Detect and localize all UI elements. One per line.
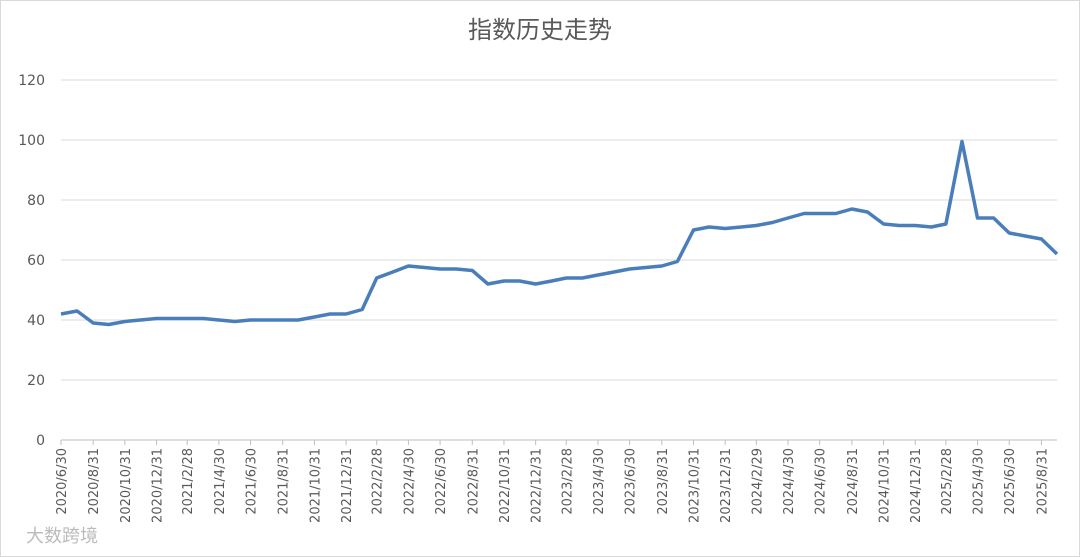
x-tick-label: 2020/12/31: [151, 448, 166, 523]
y-tick-label: 40: [27, 313, 45, 329]
x-tick-label: 2021/2/28: [181, 448, 196, 515]
chart-title: 指数历史走势: [468, 16, 612, 44]
x-tick-label: 2023/2/28: [560, 448, 575, 515]
x-tick-label: 2022/4/30: [402, 448, 417, 515]
x-tick-label: 2024/4/30: [782, 448, 797, 515]
x-tick-label: 2025/4/30: [972, 448, 987, 515]
x-tick-label: 2024/12/31: [909, 448, 924, 523]
x-tick-label: 2023/12/31: [719, 448, 734, 523]
x-tick-label: 2024/10/31: [878, 448, 893, 523]
y-tick-label: 60: [27, 253, 45, 269]
x-tick-label: 2021/6/30: [245, 448, 260, 515]
x-tick-label: 2023/6/30: [624, 448, 639, 515]
x-tick-label: 2025/2/28: [940, 448, 955, 515]
x-tick-label: 2021/8/31: [277, 448, 292, 515]
x-tick-label: 2020/8/31: [87, 448, 102, 515]
y-tick-label: 120: [18, 73, 45, 89]
x-tick-label: 2023/4/30: [592, 448, 607, 515]
x-tick-label: 2022/2/28: [371, 448, 386, 515]
y-tick-label: 20: [27, 373, 45, 389]
y-tick-label: 0: [36, 433, 45, 449]
x-tick-label: 2020/6/30: [55, 448, 70, 515]
x-tick-label: 2022/8/31: [466, 448, 481, 515]
x-tick-label: 2025/6/30: [1003, 448, 1018, 515]
x-tick-label: 2023/10/31: [687, 448, 702, 523]
x-tick-label: 2024/8/31: [846, 448, 861, 515]
x-tick-label: 2021/12/31: [340, 448, 355, 523]
line: [60, 139, 1059, 327]
x-tick-label: 2022/12/31: [530, 448, 545, 523]
x-tick-label: 2024/2/29: [750, 448, 765, 515]
watermark: 大数跨境: [26, 526, 98, 547]
x-tick-label: 2021/10/31: [308, 448, 323, 523]
x-tick-label: 2020/10/31: [119, 448, 134, 523]
x-tick-label: 2022/6/30: [434, 448, 449, 515]
x-tick-label: 2024/6/30: [814, 448, 829, 515]
y-tick-label: 80: [27, 193, 45, 209]
x-tick-label: 2025/8/31: [1035, 448, 1050, 515]
y-tick-label: 100: [18, 133, 45, 149]
x-tick-label: 2022/10/31: [498, 448, 513, 523]
x-tick-label: 2023/8/31: [656, 448, 671, 515]
x-tick-label: 2021/4/30: [213, 448, 228, 515]
